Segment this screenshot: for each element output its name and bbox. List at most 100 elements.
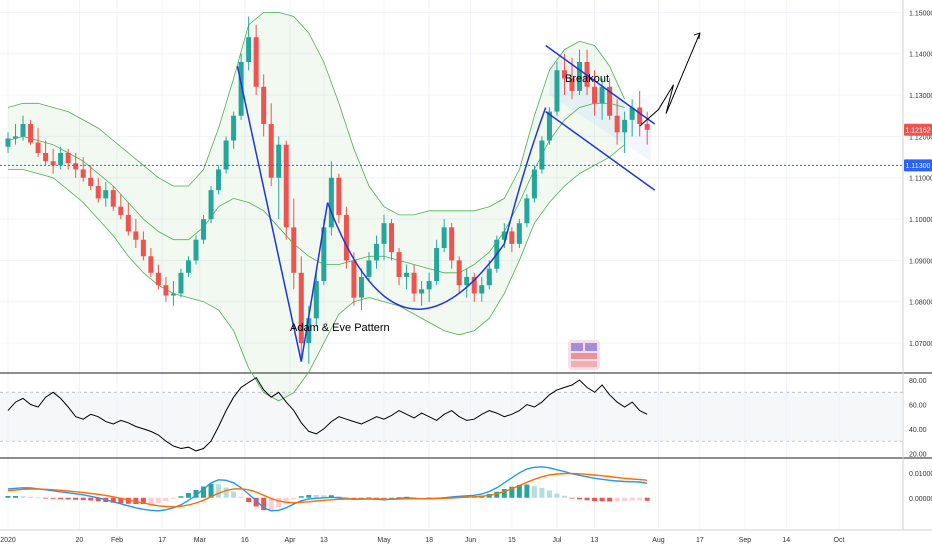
candle [28, 119, 34, 145]
candle [140, 231, 146, 261]
macd-histogram-bar [577, 497, 583, 500]
candle-body [291, 227, 297, 273]
candle [577, 49, 583, 96]
macd-histogram-bar [283, 497, 289, 504]
macd-histogram-bar [607, 497, 613, 502]
candle-body [373, 243, 379, 261]
macd-histogram-bar [637, 497, 643, 501]
candle [13, 124, 19, 145]
candle-body [411, 272, 417, 294]
candle [253, 24, 259, 96]
candle [449, 223, 455, 269]
candle-body [644, 124, 650, 130]
time-tick-label: Jul [552, 537, 561, 544]
price-axis[interactable]: 1.15000 1.14000 1.13000 1.12000 1.11000 1.100… [909, 10, 932, 502]
candle [73, 152, 79, 178]
time-tick-label: 13 [591, 537, 599, 544]
candle [531, 165, 537, 203]
time-tick-label: Feb [111, 537, 123, 544]
macd-histogram-bar [569, 497, 575, 499]
macd-histogram-bar [118, 497, 124, 504]
candle [43, 140, 49, 166]
candle-body [73, 163, 79, 170]
breakout-arrowhead [693, 32, 701, 40]
candle-body [95, 186, 101, 199]
candle-body [471, 276, 477, 294]
candle-body [546, 111, 552, 141]
candle [321, 219, 327, 286]
candle [50, 148, 56, 174]
candle-body [103, 190, 109, 199]
adam-v-line [236, 65, 329, 362]
candle [208, 186, 214, 224]
candle-body [88, 177, 94, 186]
macd-histogram-bar [246, 497, 252, 502]
watermark-logo [568, 340, 600, 370]
candle-body [163, 285, 169, 296]
candle-body [464, 276, 470, 286]
macd-histogram-bar [546, 490, 552, 498]
macd-histogram-bar [5, 496, 11, 498]
candle-body [261, 86, 267, 124]
macd-histogram-bar [539, 487, 545, 498]
candle [622, 111, 628, 153]
time-tick-label: 17 [696, 537, 704, 544]
candle [163, 276, 169, 302]
macd-histogram-bar [343, 497, 349, 499]
candle-body [366, 260, 372, 277]
candle-body [125, 214, 131, 232]
rsi-tick-label: 40.00 [909, 427, 927, 434]
candle-body [110, 190, 116, 207]
candle [155, 264, 161, 290]
candle [336, 173, 342, 224]
macd-histogram-bar [208, 483, 214, 498]
time-tick-label: 15 [508, 537, 516, 544]
candle-body [268, 124, 274, 178]
candle-body [148, 256, 154, 273]
macd-histogram-bar [125, 497, 131, 504]
macd-histogram-bar [298, 496, 304, 498]
candle [441, 219, 447, 253]
candle-body [328, 177, 334, 228]
macd-histogram-bar [531, 485, 537, 498]
candle-body [486, 268, 492, 286]
rsi-indicator [7, 377, 648, 452]
macd-histogram-bar [644, 497, 650, 501]
candle-body [592, 86, 598, 104]
pattern-drawings[interactable] [236, 32, 701, 362]
macd-histogram-bar [622, 497, 628, 501]
candle-body [133, 231, 139, 240]
time-axis[interactable]: 2020 20 Feb 17 Mar 16 Apr 13 May 18 Jun 15 Jul 13 Aug 1… [0, 537, 844, 544]
candle-body [28, 124, 34, 143]
candle-body [396, 252, 402, 277]
price-tick-label: 1.15000 [909, 10, 932, 17]
macd-histogram-bar [328, 495, 334, 498]
time-tick-label: May [377, 537, 391, 544]
macd-histogram-bar [396, 497, 402, 499]
candle [118, 194, 124, 220]
macd-histogram-bar [253, 497, 259, 507]
candle-body [607, 86, 613, 116]
macd-histogram-bar [291, 497, 297, 499]
time-tick-label: 17 [158, 537, 166, 544]
macd-histogram-bar [185, 493, 191, 498]
candle [291, 198, 297, 290]
macd-histogram-bar [276, 497, 282, 507]
candle [170, 281, 176, 306]
candle-body [208, 190, 214, 220]
candle-body [419, 289, 425, 294]
candle-body [479, 285, 485, 294]
candle [419, 281, 425, 306]
macd-histogram-bar [524, 484, 530, 498]
time-tick-label: 2020 [0, 537, 16, 544]
candle-body [43, 152, 49, 162]
signal-line [7, 472, 648, 508]
candle-body [569, 78, 575, 91]
macd-histogram-bar [599, 497, 605, 502]
candle [358, 268, 364, 310]
candle-body [614, 115, 620, 133]
candle [607, 78, 613, 120]
macd-histogram-bar [50, 497, 56, 499]
candle [411, 264, 417, 302]
